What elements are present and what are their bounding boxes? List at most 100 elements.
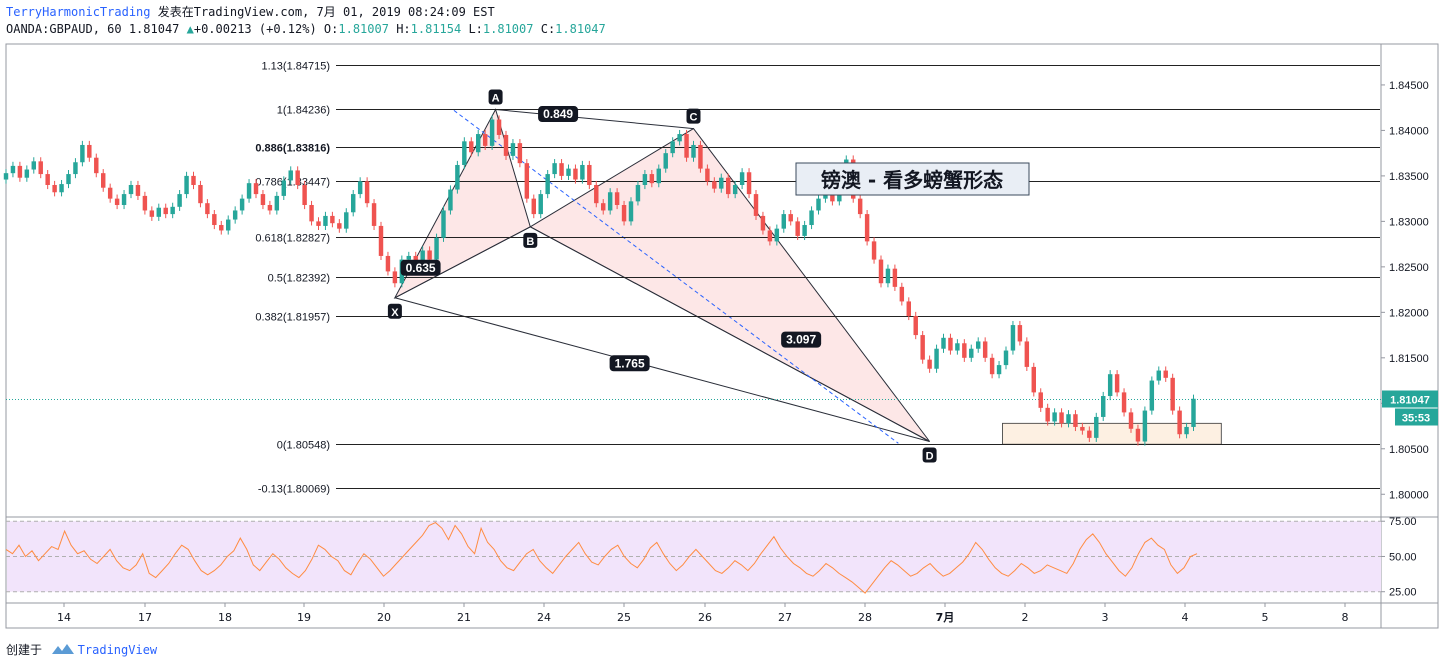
candle (941, 333, 946, 353)
candle (531, 194, 536, 219)
candle-body (441, 210, 446, 238)
author-name[interactable]: TerryHarmonicTrading (6, 5, 151, 19)
candle-body (1149, 380, 1155, 411)
candle (1087, 426, 1092, 442)
price-axis[interactable]: 1.84500 1.84000 1.83500 1.83000 1.82500 1.820… (1381, 80, 1438, 501)
candle-body (1163, 370, 1168, 378)
candle-body (142, 195, 148, 211)
candle-body (135, 184, 141, 196)
candle-body (677, 134, 682, 142)
candle-body (989, 357, 995, 375)
tradingview-brand[interactable]: TradingView (77, 643, 158, 657)
candle-body (212, 214, 217, 226)
tradingview-logo-icon[interactable] (51, 643, 74, 658)
candle-body (795, 221, 800, 236)
candle (969, 344, 974, 362)
candle (788, 210, 793, 226)
candle-body (177, 194, 182, 207)
candle (691, 140, 696, 162)
candle-body (1017, 325, 1023, 342)
candle (1094, 412, 1099, 442)
candle (45, 169, 50, 190)
price-tick-label: 1.81500 (1389, 353, 1429, 365)
candle-body (517, 143, 523, 164)
fib-label: 0.618(1.82827) (255, 233, 330, 245)
candle (448, 185, 453, 215)
candle (1156, 366, 1161, 385)
low-label: L: (468, 22, 483, 36)
candle-body (1191, 398, 1196, 427)
candle-body (649, 174, 655, 184)
candle (677, 129, 682, 146)
candle-body (385, 255, 391, 272)
fib-label: 0.886(1.83816) (255, 143, 330, 155)
countdown-tag (1395, 408, 1438, 426)
time-tick-label: 7月 (936, 611, 955, 624)
candle (1010, 320, 1016, 355)
candle-body (482, 134, 488, 146)
candle (1184, 422, 1189, 439)
candle-body (302, 184, 307, 206)
candle-body (573, 168, 578, 180)
candle-body (1045, 407, 1050, 422)
candle (989, 353, 995, 379)
candle-body (476, 134, 481, 153)
candle-body (66, 174, 71, 185)
candle-body (864, 214, 870, 242)
candle (621, 200, 627, 226)
candle-body (607, 192, 613, 211)
point-label: D (926, 451, 934, 463)
rsi-tick-label: 25.00 (1389, 587, 1417, 599)
candle (573, 164, 578, 184)
candle-body (760, 215, 766, 231)
symbol-line: OANDA:GBPAUD, 60 1.81047 ▲+0.00213 (+0.1… (6, 21, 906, 38)
rsi-pane[interactable]: 75.00 50.00 25.00 (5, 516, 1417, 599)
time-tick-label: 2 (1022, 611, 1029, 624)
candle (628, 197, 634, 226)
candle-body (170, 206, 175, 215)
candle-body (885, 268, 891, 284)
open-value: 1.81007 (338, 22, 389, 36)
candle (434, 233, 439, 264)
candle (344, 208, 349, 233)
fib-label: 0.382(1.81957) (255, 312, 330, 324)
ratio-label: 0.849 (543, 107, 573, 121)
candle (746, 168, 752, 199)
time-axis[interactable]: 14 17 18 19 20 21 24 25 26 27 28 7月 2 3 4 5 8 (57, 603, 1349, 624)
chart-title-box: 镑澳 - 看多螃蟹形态 (795, 162, 1030, 196)
candle (462, 137, 467, 170)
candle (795, 217, 800, 241)
low-value: 1.81007 (482, 22, 534, 36)
candle-body (531, 198, 536, 215)
candle (232, 206, 238, 224)
candle (996, 361, 1002, 379)
candle (871, 237, 877, 264)
candle (392, 267, 398, 288)
candle (1045, 403, 1050, 426)
candle (135, 180, 141, 200)
time-tick-label: 4 (1182, 611, 1189, 624)
candle-body (17, 165, 23, 178)
candle-body (1066, 414, 1071, 424)
point-label: B (526, 236, 534, 248)
candle-body (732, 184, 738, 195)
candle (781, 210, 786, 233)
candle (1017, 320, 1023, 346)
candle (1073, 410, 1078, 432)
candle-body (288, 170, 293, 181)
candle-body (934, 348, 939, 369)
symbol-info[interactable]: OANDA:GBPAUD, 60 1.81047 (6, 22, 180, 36)
candle (253, 179, 259, 199)
candle-body (545, 174, 550, 195)
candle (601, 199, 606, 215)
candle-body (1114, 374, 1120, 393)
candle-body (462, 141, 467, 165)
candle (246, 179, 252, 203)
candle-body (420, 250, 425, 263)
candle (670, 137, 675, 158)
candle-body (73, 162, 78, 175)
candle-body (948, 337, 953, 351)
candle-body (80, 144, 85, 163)
candle-body (559, 163, 564, 176)
